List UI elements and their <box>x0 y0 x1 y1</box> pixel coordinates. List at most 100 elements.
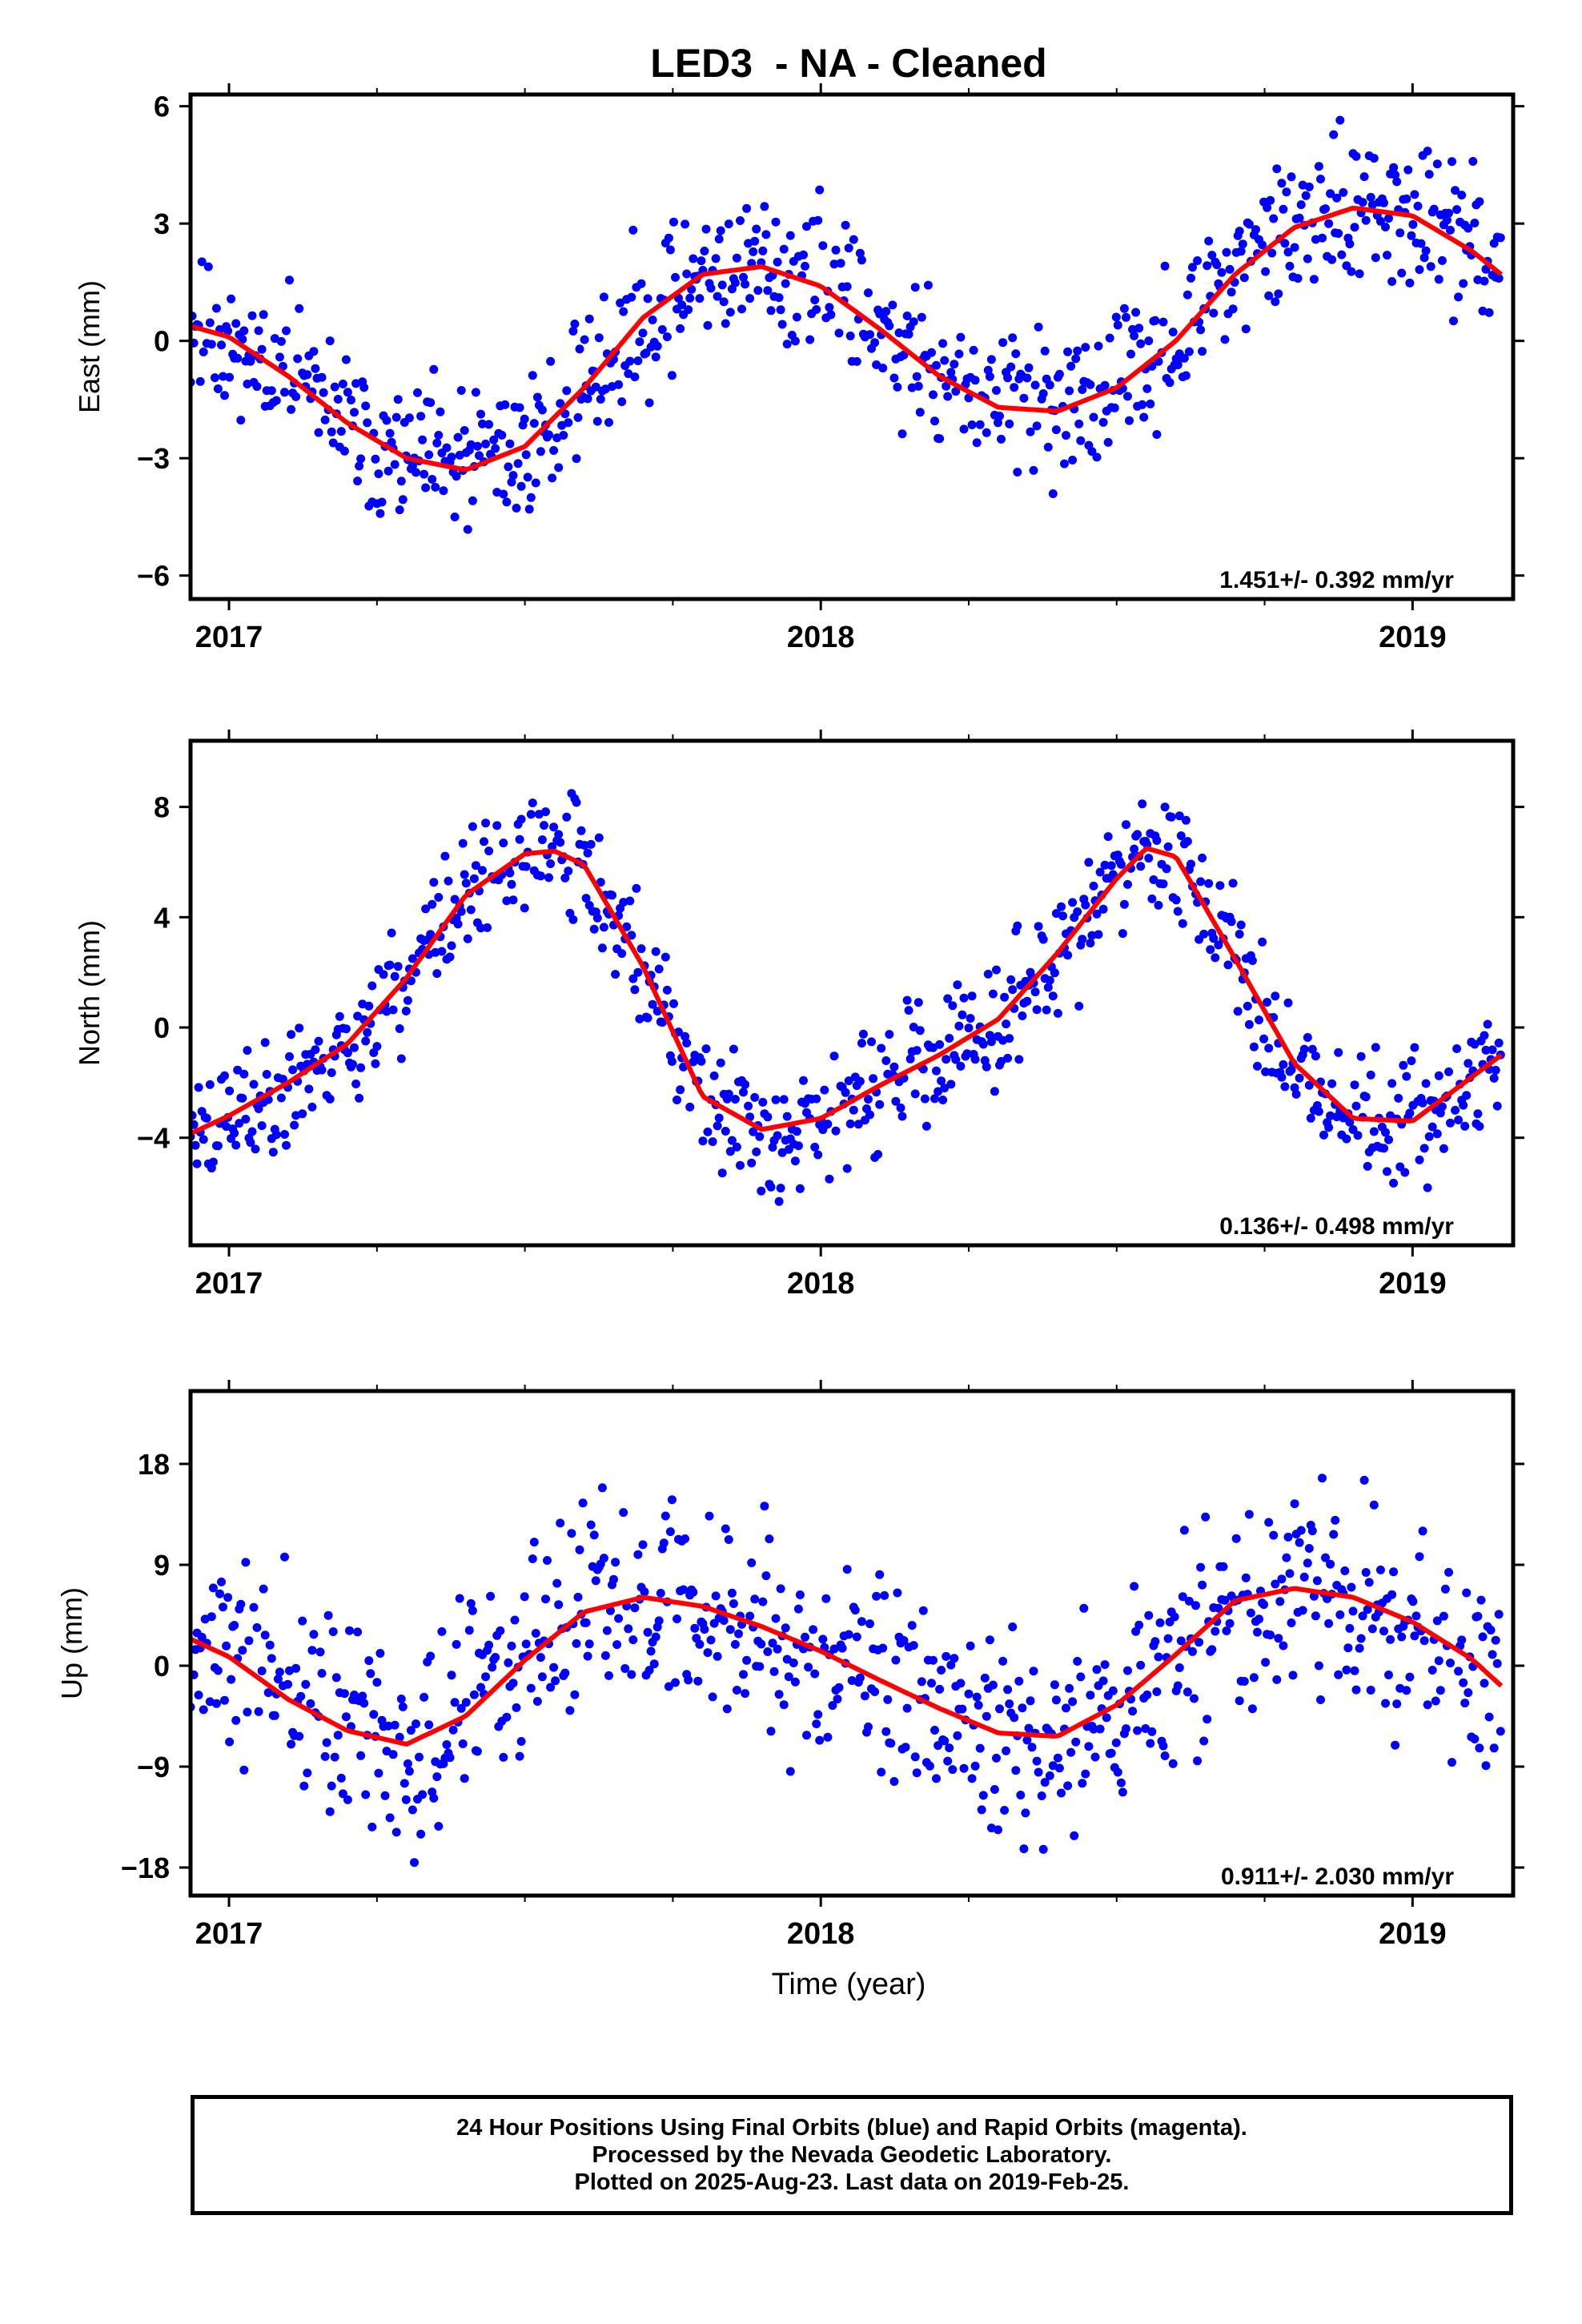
east-point <box>676 324 685 333</box>
up-point <box>901 1743 910 1752</box>
up-point <box>528 1554 537 1563</box>
up-point <box>972 1692 982 1702</box>
north-point <box>597 943 607 953</box>
north-point <box>251 1144 260 1154</box>
east-point <box>1397 268 1407 278</box>
up-point <box>929 1655 938 1665</box>
up-point <box>776 1584 785 1594</box>
up-point <box>320 1751 330 1761</box>
east-point <box>1269 214 1279 223</box>
up-point <box>1147 1727 1157 1736</box>
east-point <box>1408 219 1418 229</box>
east-point <box>1006 362 1016 372</box>
up-point <box>194 1691 203 1700</box>
up-point <box>1100 1660 1110 1670</box>
east-point <box>231 319 241 328</box>
north-point <box>1319 1130 1328 1140</box>
north-point <box>954 1021 964 1031</box>
east-point <box>1395 228 1405 238</box>
up-point <box>1079 1603 1089 1613</box>
up-point <box>1331 1515 1340 1525</box>
up-point <box>1423 1700 1432 1710</box>
up-point <box>970 1761 980 1771</box>
east-point <box>291 392 301 401</box>
east-point <box>982 428 991 437</box>
east-point <box>1198 347 1207 356</box>
up-point <box>774 1690 784 1699</box>
north-point <box>343 1048 352 1058</box>
up-point <box>400 1779 409 1788</box>
north-point <box>1133 830 1142 839</box>
north-xtick-label: 2019 <box>1379 1267 1447 1301</box>
east-point <box>478 419 487 428</box>
north-point <box>388 1005 398 1015</box>
north-point <box>774 1196 784 1206</box>
up-data-points <box>191 1474 1505 1868</box>
up-point <box>1168 1759 1178 1768</box>
north-point <box>1236 920 1246 930</box>
north-point <box>434 893 444 902</box>
east-xtick-label: 2017 <box>195 621 263 654</box>
up-point <box>249 1602 259 1612</box>
east-point <box>651 352 661 362</box>
north-point <box>1454 1116 1464 1124</box>
east-point <box>343 388 352 397</box>
east-point <box>994 418 1002 428</box>
north-point <box>721 1127 730 1136</box>
north-point <box>1162 864 1171 874</box>
up-point <box>396 1695 406 1703</box>
east-point <box>500 400 510 409</box>
north-point <box>1018 1011 1027 1020</box>
north-point <box>1223 960 1233 970</box>
east-point <box>681 219 690 229</box>
east-point <box>872 360 881 369</box>
north-point <box>592 913 602 923</box>
east-point <box>717 280 727 290</box>
up-point <box>1122 1724 1130 1734</box>
north-point <box>958 1010 967 1019</box>
up-point <box>461 1698 471 1707</box>
north-point <box>844 1076 853 1086</box>
up-point <box>1287 1618 1296 1627</box>
north-point <box>1206 945 1215 955</box>
east-point <box>319 388 328 397</box>
up-point <box>612 1640 622 1650</box>
up-point <box>584 1639 594 1649</box>
up-point <box>1219 1562 1228 1571</box>
east-point <box>1122 312 1130 322</box>
up-point <box>1342 1665 1351 1675</box>
up-point <box>937 1666 946 1675</box>
up-point <box>910 1752 920 1762</box>
north-point <box>1214 940 1223 950</box>
up-point <box>516 1737 526 1746</box>
up-point <box>356 1751 366 1760</box>
north-point <box>946 1080 956 1089</box>
east-point <box>1266 195 1275 205</box>
east-point <box>481 439 491 448</box>
up-point <box>1090 1752 1100 1762</box>
east-point <box>408 461 417 471</box>
east-point <box>904 329 913 339</box>
north-point <box>191 1140 200 1150</box>
north-point <box>823 1120 833 1129</box>
up-point <box>656 1589 665 1598</box>
up-point <box>273 1675 283 1684</box>
north-point <box>1038 935 1048 944</box>
north-point <box>1100 860 1110 870</box>
north-point <box>945 1034 954 1043</box>
north-point <box>709 1071 719 1080</box>
east-point <box>799 250 808 259</box>
north-point <box>257 1121 267 1131</box>
north-point <box>724 1089 733 1099</box>
up-point <box>223 1593 233 1602</box>
north-point <box>654 964 664 974</box>
up-point <box>1415 1552 1424 1562</box>
north-point <box>1363 1161 1372 1171</box>
up-point <box>331 1673 341 1683</box>
up-point <box>1364 1578 1374 1587</box>
up-point <box>1457 1635 1467 1645</box>
up-point <box>643 1627 652 1637</box>
north-point <box>1092 909 1102 919</box>
up-point <box>1029 1667 1038 1676</box>
north-point <box>537 835 547 845</box>
